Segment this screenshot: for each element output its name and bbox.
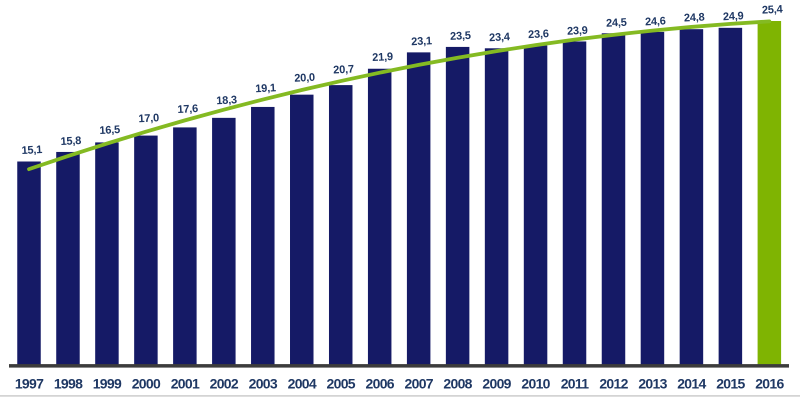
svg-text:16,5: 16,5 [99, 124, 120, 137]
svg-text:23,4: 23,4 [489, 31, 511, 44]
svg-text:15,8: 15,8 [60, 135, 81, 148]
svg-text:2013: 2013 [638, 376, 667, 392]
svg-text:2003: 2003 [249, 376, 278, 392]
svg-text:18,3: 18,3 [216, 94, 237, 107]
svg-text:2005: 2005 [327, 376, 356, 392]
svg-text:24,5: 24,5 [606, 17, 627, 30]
svg-text:2006: 2006 [366, 376, 395, 392]
svg-text:23,6: 23,6 [528, 28, 549, 41]
svg-text:1997: 1997 [15, 376, 44, 392]
svg-text:2000: 2000 [132, 376, 161, 392]
svg-text:23,5: 23,5 [450, 30, 471, 43]
svg-text:15,1: 15,1 [21, 144, 42, 157]
svg-text:20,0: 20,0 [294, 72, 315, 85]
svg-text:2015: 2015 [716, 376, 745, 392]
svg-text:23,1: 23,1 [411, 35, 432, 48]
svg-text:19,1: 19,1 [255, 82, 276, 95]
svg-text:2012: 2012 [599, 376, 628, 392]
svg-text:1998: 1998 [54, 376, 83, 392]
svg-text:2002: 2002 [210, 376, 239, 392]
svg-text:2011: 2011 [561, 376, 589, 392]
svg-text:2010: 2010 [521, 376, 550, 392]
svg-text:17,6: 17,6 [177, 103, 198, 116]
svg-text:23,9: 23,9 [567, 25, 588, 38]
svg-text:2004: 2004 [288, 376, 317, 392]
svg-text:24,6: 24,6 [645, 15, 666, 28]
svg-text:2001: 2001 [171, 376, 200, 392]
svg-text:20,7: 20,7 [333, 63, 354, 76]
svg-text:2016: 2016 [755, 376, 784, 392]
svg-text:21,9: 21,9 [372, 51, 393, 64]
svg-text:24,8: 24,8 [684, 11, 705, 24]
svg-text:24,9: 24,9 [723, 10, 744, 23]
svg-text:2014: 2014 [677, 376, 706, 392]
svg-text:1999: 1999 [93, 376, 122, 392]
svg-text:2008: 2008 [443, 376, 472, 392]
svg-text:2007: 2007 [405, 376, 434, 392]
svg-text:25,4: 25,4 [762, 4, 784, 17]
svg-text:17,0: 17,0 [138, 112, 159, 125]
svg-text:2009: 2009 [482, 376, 511, 392]
